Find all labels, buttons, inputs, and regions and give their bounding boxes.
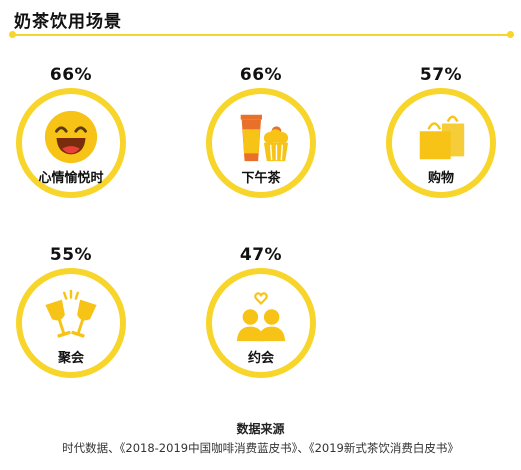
category-label: 约会 [247,351,274,366]
category-label: 心情愉悦时 [38,171,104,186]
category-label: 聚会 [57,351,84,366]
value-label: 66% [239,65,283,85]
scene-circle: 约会 [206,268,316,378]
source-note: 数据来源 时代数据、《2018-2019中国咖啡消费蓝皮书》、《2019新式茶饮… [0,420,521,456]
source-heading: 数据来源 [236,422,285,436]
toasting-glasses-icon [45,289,97,338]
category-label: 购物 [427,171,454,186]
category-label: 下午茶 [241,171,281,186]
underline-bar [14,34,510,36]
scene-circle: 下午茶 [206,88,316,198]
value-label: 55% [49,245,93,265]
tea-and-cake-icon [240,114,289,162]
underline-dot-left [9,31,16,38]
shopping-bags-icon [419,115,465,160]
scene-circle: 聚会 [16,268,126,378]
page-title: 奶茶饮用场景 [14,12,122,32]
couple-heart-icon [236,292,286,342]
value-label: 47% [239,245,283,265]
value-label: 66% [49,65,93,85]
scene-circle: 心情愉悦时 [16,88,126,198]
value-label: 57% [419,65,463,85]
scene-circle: 购物 [386,88,496,198]
smiling-face-icon [44,110,98,164]
underline-dot-right [507,31,514,38]
source-text: 时代数据、《2018-2019中国咖啡消费蓝皮书》、《2019新式茶饮消费白皮书… [62,441,459,455]
title-underline [6,31,514,38]
